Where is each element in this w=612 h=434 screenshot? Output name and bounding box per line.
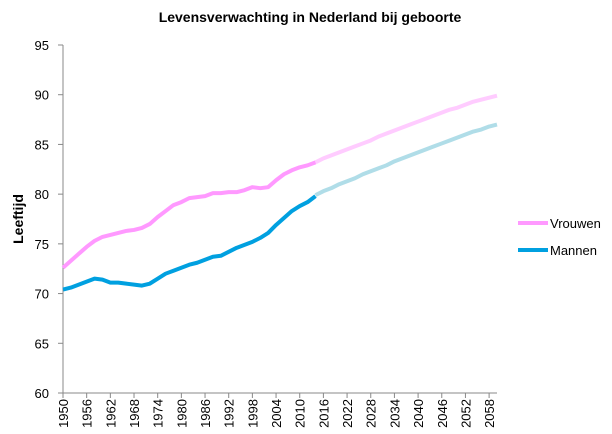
x-tick-label: 1992: [222, 399, 237, 428]
y-tick-label: 80: [35, 187, 49, 202]
x-tick-label: 1968: [127, 399, 142, 428]
x-tick-label: 2028: [364, 399, 379, 428]
x-tick-label: 2052: [458, 399, 473, 428]
y-tick-label: 90: [35, 88, 49, 103]
y-axis-label: Leeftijd: [10, 194, 26, 244]
x-tick-label: 1974: [151, 399, 166, 428]
legend-label: Mannen: [550, 243, 597, 258]
y-tick-label: 75: [35, 237, 49, 252]
x-tick-label: 1950: [56, 399, 71, 428]
x-tick-label: 2022: [340, 399, 355, 428]
y-tick-label: 85: [35, 137, 49, 152]
y-tick-label: 95: [35, 38, 49, 53]
x-tick-label: 1986: [198, 399, 213, 428]
legend-label: Vrouwen: [550, 216, 601, 231]
forecast-line: [314, 122, 498, 197]
y-tick-label: 65: [35, 336, 49, 351]
y-tick-label: 60: [35, 386, 49, 401]
x-tick-label: 2058: [482, 399, 497, 428]
y-tick-label: 70: [35, 287, 49, 302]
x-tick-label: 2004: [269, 399, 284, 428]
x-tick-label: 1980: [174, 399, 189, 428]
series-line: [62, 194, 317, 292]
x-tick-label: 2046: [435, 399, 450, 428]
chart-title: Levensverwachting in Nederland bij geboo…: [159, 9, 462, 25]
x-tick-label: 2034: [387, 399, 402, 428]
forecast-line: [314, 93, 498, 165]
x-tick-label: 1998: [245, 399, 260, 428]
x-tick-label: 1962: [103, 399, 118, 428]
x-tick-label: 2040: [411, 399, 426, 428]
series-line: [61, 160, 317, 270]
x-tick-label: 2016: [316, 399, 331, 428]
x-tick-label: 2010: [293, 399, 308, 428]
x-tick-label: 1956: [80, 399, 95, 428]
